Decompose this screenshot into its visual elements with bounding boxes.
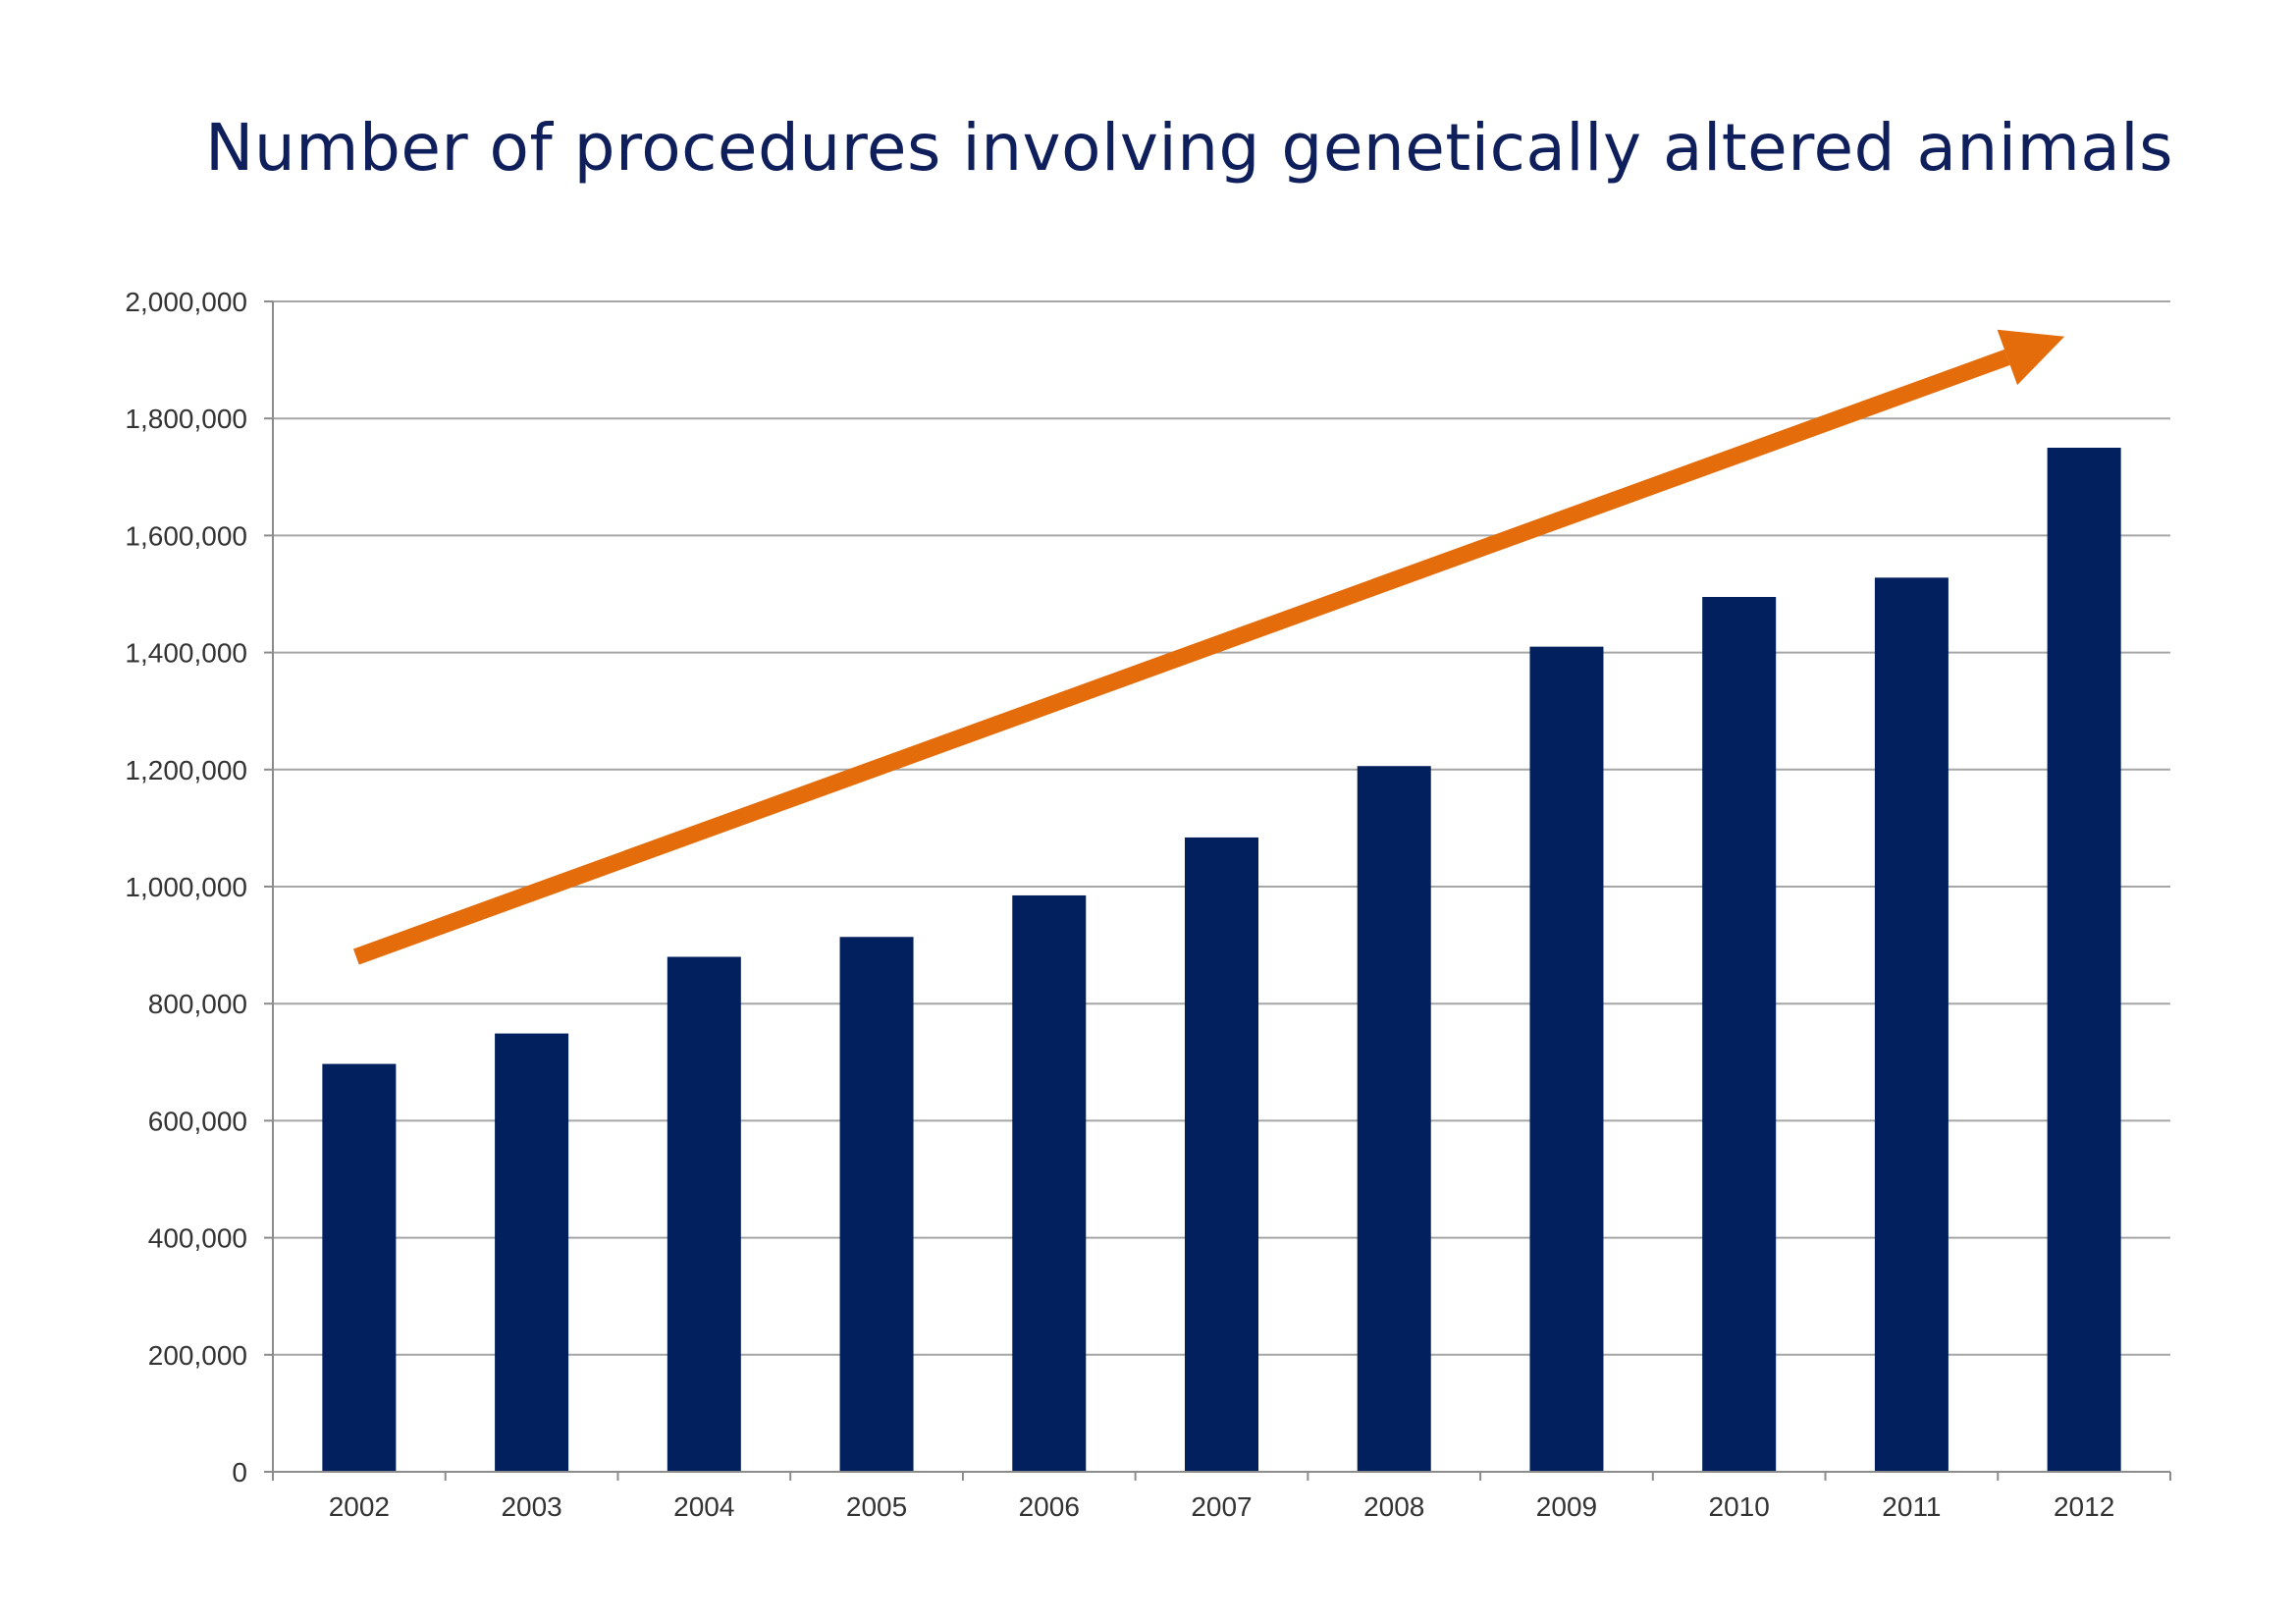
bar	[1874, 577, 1949, 1472]
y-tick-label: 1,600,000	[125, 520, 247, 551]
bar	[322, 1063, 397, 1472]
x-tick-label: 2012	[2054, 1491, 2114, 1522]
y-tick-label: 1,400,000	[125, 638, 247, 669]
bar	[1702, 596, 1777, 1472]
y-tick-label: 800,000	[148, 989, 247, 1019]
chart-title: Number of procedures involving genetical…	[204, 110, 2174, 186]
bar	[839, 937, 914, 1472]
x-tick-label: 2010	[1709, 1491, 1770, 1522]
y-tick-label: 2,000,000	[125, 287, 247, 317]
bar	[1357, 766, 1431, 1472]
bar	[495, 1033, 569, 1472]
y-tick-label: 1,000,000	[125, 872, 247, 902]
trend-arrow-head	[1997, 329, 2065, 386]
trend-arrow	[352, 329, 2065, 965]
trend-arrow-shaft	[352, 349, 2010, 965]
y-axis-tick-labels: 0 200,000 400,000 600,000 800,000 1,000,000 1,…	[125, 287, 247, 1488]
axes	[264, 300, 2171, 1481]
bar	[1185, 837, 1258, 1472]
y-tick-label: 600,000	[148, 1106, 247, 1136]
y-tick-label: 0	[232, 1457, 247, 1488]
x-axis-tick-labels: 2002 2003 2004 2005 2006 2007 2008 2009 2010 2011…	[329, 1491, 2115, 1522]
bar	[1529, 646, 1604, 1472]
x-tick-label: 2005	[846, 1491, 907, 1522]
bar	[2047, 448, 2121, 1472]
x-tick-label: 2004	[673, 1491, 734, 1522]
y-tick-label: 1,800,000	[125, 404, 247, 434]
bar	[1012, 894, 1087, 1472]
y-tick-label: 1,200,000	[125, 755, 247, 785]
x-tick-label: 2009	[1536, 1491, 1597, 1522]
x-tick-label: 2007	[1191, 1491, 1252, 1522]
x-tick-label: 2003	[501, 1491, 561, 1522]
bar	[667, 956, 741, 1472]
x-tick-label: 2008	[1363, 1491, 1424, 1522]
x-tick-label: 2006	[1019, 1491, 1080, 1522]
y-tick-label: 200,000	[148, 1340, 247, 1371]
x-tick-label: 2011	[1882, 1491, 1941, 1522]
x-tick-label: 2002	[329, 1491, 390, 1522]
bars	[322, 448, 2121, 1472]
y-tick-label: 400,000	[148, 1223, 247, 1254]
